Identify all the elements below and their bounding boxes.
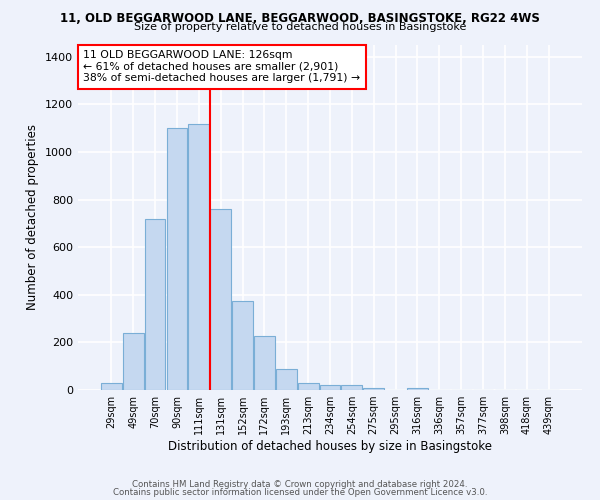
Bar (407, 388, 428, 390)
Bar (254, 336, 275, 390)
Text: 11, OLD BEGGARWOOD LANE, BEGGARWOOD, BASINGSTOKE, RG22 4WS: 11, OLD BEGGARWOOD LANE, BEGGARWOOD, BAS… (60, 12, 540, 26)
Bar (364, 388, 384, 390)
Bar (232, 301, 253, 390)
Text: Size of property relative to detached houses in Basingstoke: Size of property relative to detached ho… (134, 22, 466, 32)
Bar (210, 209, 231, 390)
Bar (123, 333, 143, 390)
Bar (145, 218, 166, 390)
Text: Contains HM Land Registry data © Crown copyright and database right 2024.: Contains HM Land Registry data © Crown c… (132, 480, 468, 489)
Bar (298, 383, 319, 390)
Bar (188, 124, 209, 390)
Bar (167, 128, 187, 390)
X-axis label: Distribution of detached houses by size in Basingstoke: Distribution of detached houses by size … (168, 440, 492, 453)
Bar (341, 385, 362, 390)
Text: 11 OLD BEGGARWOOD LANE: 126sqm
← 61% of detached houses are smaller (2,901)
38% : 11 OLD BEGGARWOOD LANE: 126sqm ← 61% of … (83, 50, 360, 84)
Y-axis label: Number of detached properties: Number of detached properties (26, 124, 40, 310)
Bar (101, 383, 122, 390)
Bar (320, 385, 340, 390)
Text: Contains public sector information licensed under the Open Government Licence v3: Contains public sector information licen… (113, 488, 487, 497)
Bar (276, 368, 296, 390)
